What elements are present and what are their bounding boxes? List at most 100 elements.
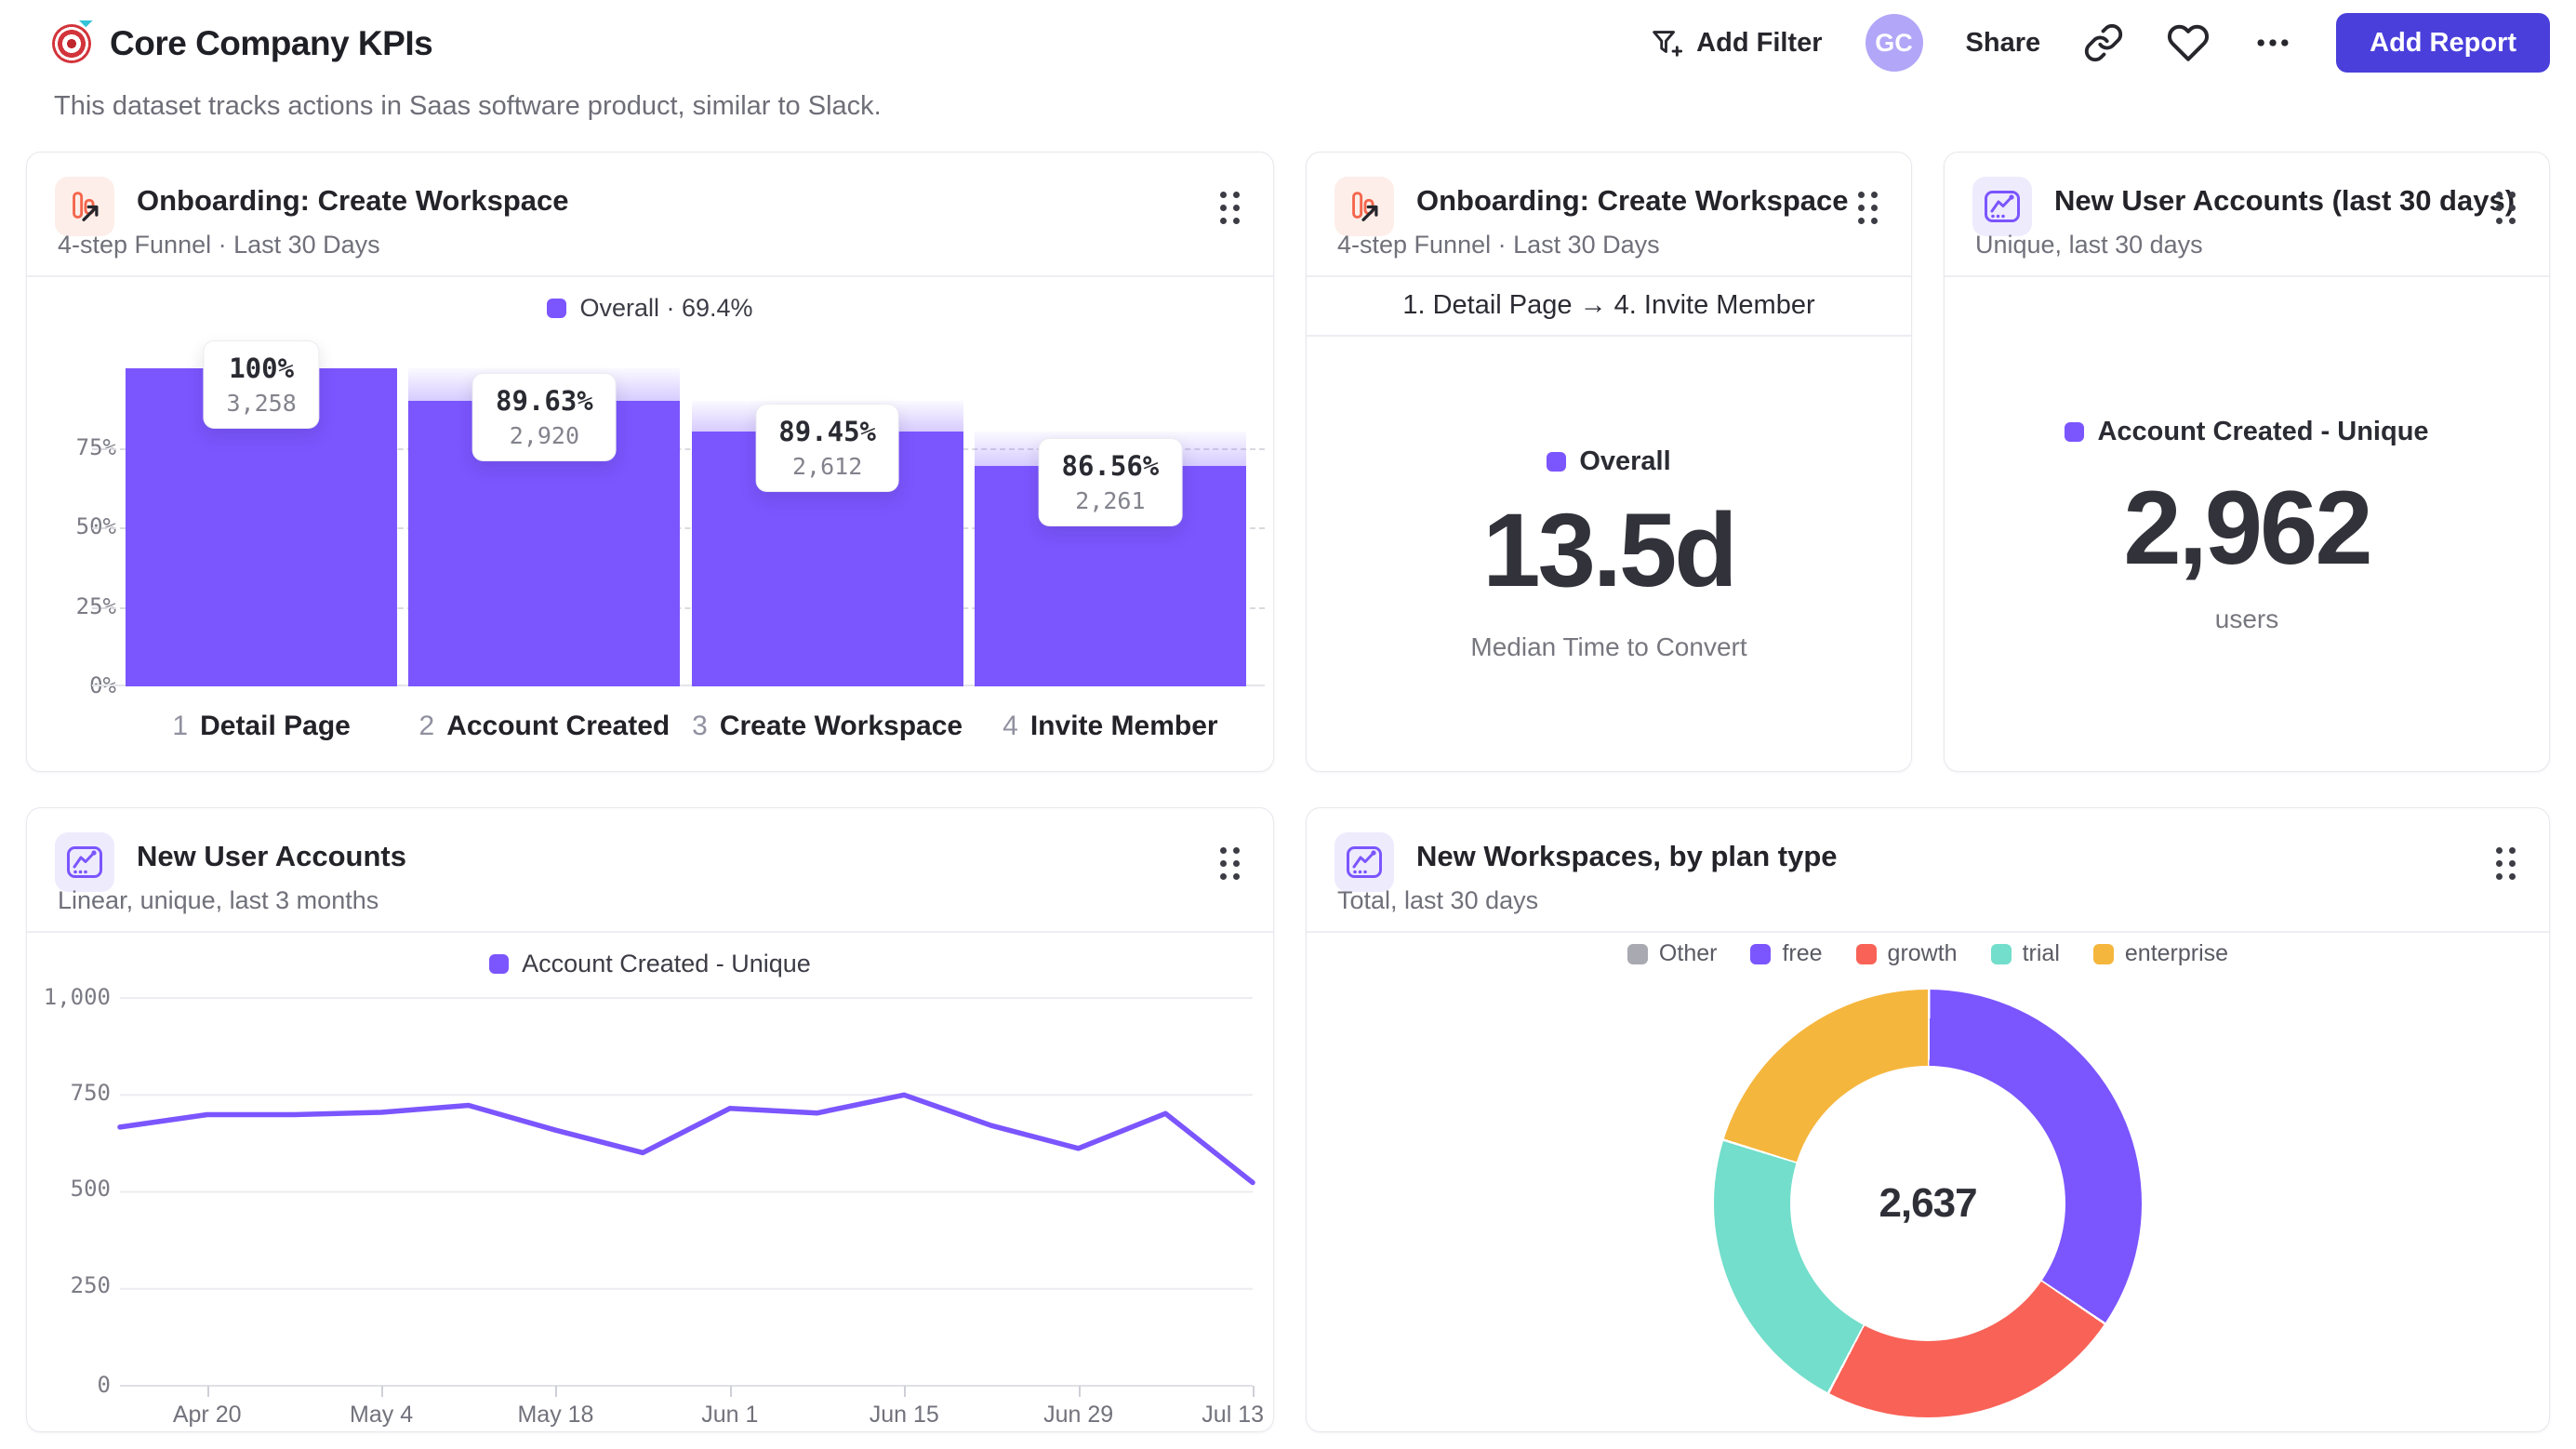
donut-legend-item[interactable]: enterprise xyxy=(2092,940,2229,967)
board-description: This dataset tracks actions in Saas soft… xyxy=(54,91,882,121)
line-x-tick xyxy=(555,1386,558,1397)
legend-swatch xyxy=(2065,422,2085,442)
funnel-value-tooltip: 89.45% 2,612 xyxy=(755,403,900,492)
line-x-tick xyxy=(904,1386,907,1397)
favorite-button[interactable] xyxy=(2167,21,2210,64)
line-x-tick-label: Jun 1 xyxy=(701,1402,759,1428)
legend-label: enterprise xyxy=(2124,940,2229,966)
funnel-y-tick-label: 50% xyxy=(75,513,116,539)
drag-handle-icon[interactable] xyxy=(1220,847,1240,880)
line-x-tick-label: May 18 xyxy=(517,1402,594,1428)
legend-swatch xyxy=(1855,943,1877,964)
legend-label: Account Created - Unique xyxy=(2097,417,2429,446)
divider xyxy=(1945,275,2549,277)
funnel-report-icon xyxy=(1334,177,1394,236)
funnel-value-tooltip: 89.63% 2,920 xyxy=(471,373,617,462)
card-subtitle: Total, last 30 days xyxy=(1337,886,1539,914)
line-x-tick-label: Jul 13 xyxy=(1202,1402,1265,1428)
card-title[interactable]: New User Accounts xyxy=(137,840,406,872)
card-title[interactable]: New User Accounts (last 30 days) xyxy=(2054,184,2516,217)
drag-handle-icon[interactable] xyxy=(2496,192,2516,224)
line-x-tick xyxy=(1078,1386,1081,1397)
divider xyxy=(27,931,1273,933)
line-chart-svg[interactable] xyxy=(117,997,1255,1387)
line-x-tick-label: May 4 xyxy=(350,1402,414,1428)
add-filter-button[interactable]: Add Filter xyxy=(1648,25,1823,60)
share-button[interactable]: Share xyxy=(1966,28,2041,59)
step-name: Detail Page xyxy=(200,711,351,741)
add-report-button[interactable]: Add Report xyxy=(2336,13,2550,73)
card-new-workspaces-by-plan: New Workspaces, by plan type Total, last… xyxy=(1306,807,2550,1432)
line-legend: Account Created - Unique xyxy=(27,950,1273,978)
funnel-step-label: 2 Account Created xyxy=(403,711,685,742)
share-label: Share xyxy=(1965,27,2041,58)
legend-label: Overall · 69.4% xyxy=(579,294,753,322)
funnel-count: 3,258 xyxy=(226,390,297,417)
avatar[interactable]: GC xyxy=(1865,14,1923,72)
legend-swatch xyxy=(547,299,567,318)
funnel-legend: Overall · 69.4% xyxy=(27,294,1273,323)
metric-caption: Median Time to Convert xyxy=(1470,632,1747,661)
step-name: Account Created xyxy=(446,711,671,741)
legend-swatch xyxy=(2092,943,2114,964)
funnel-step-label: 3 Create Workspace xyxy=(686,711,969,742)
page-title: Core Company KPIs xyxy=(110,24,433,62)
divider xyxy=(1307,335,1911,337)
ellipsis-icon xyxy=(2257,39,2289,47)
legend-label: growth xyxy=(1887,940,1958,966)
legend-label: Account Created - Unique xyxy=(522,950,811,977)
donut-legend-item[interactable]: growth xyxy=(1855,940,1958,967)
line-plot xyxy=(117,997,1255,1387)
drag-handle-icon[interactable] xyxy=(1220,192,1240,224)
card-time-to-convert: Onboarding: Create Workspace 4-step Funn… xyxy=(1306,152,1912,772)
card-subtitle: Linear, unique, last 3 months xyxy=(58,886,379,914)
funnel-report-icon xyxy=(55,177,114,236)
metric-legend: Overall xyxy=(1307,446,1911,477)
step-name: Create Workspace xyxy=(719,711,963,741)
step-number: 1 xyxy=(172,711,189,741)
card-subtitle: Unique, last 30 days xyxy=(1975,231,2203,259)
line-x-tick xyxy=(1253,1386,1255,1397)
copy-link-button[interactable] xyxy=(2083,22,2124,63)
board-header: Core Company KPIs xyxy=(52,24,433,63)
funnel-step-labels: 1 Detail Page 2 Account Created 3 Create Work… xyxy=(120,711,1252,742)
card-title[interactable]: Onboarding: Create Workspace xyxy=(1416,184,1849,217)
funnel-conversion-pct: 89.45% xyxy=(778,415,877,447)
insights-report-icon xyxy=(1972,177,2032,236)
donut-chart[interactable]: 2,637 xyxy=(1714,990,2142,1417)
filter-plus-icon xyxy=(1653,31,1683,57)
step-number: 2 xyxy=(418,711,435,741)
card-title[interactable]: Onboarding: Create Workspace xyxy=(137,184,569,217)
donut-hole: 2,637 xyxy=(1790,1066,2065,1341)
funnel-count: 2,261 xyxy=(1075,486,1146,514)
donut-legend-item[interactable]: free xyxy=(1750,940,1823,967)
donut-legend-item[interactable]: trial xyxy=(1990,940,2060,967)
insights-report-icon xyxy=(55,832,114,892)
donut-total: 2,637 xyxy=(1879,1180,1977,1226)
more-menu-button[interactable] xyxy=(2252,22,2293,63)
step-name: Invite Member xyxy=(1029,711,1218,741)
line-series xyxy=(117,1092,1255,1186)
legend-label: Overall xyxy=(1579,446,1671,476)
divider xyxy=(1307,275,1911,277)
legend-swatch xyxy=(1547,452,1567,472)
dartboard-emoji-icon xyxy=(52,24,91,63)
card-onboarding-funnel: Onboarding: Create Workspace 4-step Funn… xyxy=(26,152,1274,772)
line-y-tick-label: 500 xyxy=(70,1176,111,1202)
drag-handle-icon[interactable] xyxy=(2496,847,2516,880)
card-new-user-accounts-trend: New User Accounts Linear, unique, last 3… xyxy=(26,807,1274,1432)
line-y-tick-label: 0 xyxy=(97,1372,111,1398)
drag-handle-icon[interactable] xyxy=(1858,192,1878,224)
donut-legend-item[interactable]: Other xyxy=(1627,940,1717,967)
metric-legend: Account Created - Unique xyxy=(1945,417,2549,447)
legend-label: trial xyxy=(2022,940,2060,966)
header-actions: Add Filter GC Share Add Report xyxy=(1648,11,2550,74)
heart-icon xyxy=(2168,24,2210,61)
legend-swatch xyxy=(489,954,510,974)
step-number: 4 xyxy=(1003,711,1018,741)
line-x-tick-label: Jun 15 xyxy=(869,1402,939,1428)
card-title[interactable]: New Workspaces, by plan type xyxy=(1416,840,1838,872)
line-x-tick xyxy=(729,1386,732,1397)
funnel-conversion-pct: 86.56% xyxy=(1061,449,1160,482)
